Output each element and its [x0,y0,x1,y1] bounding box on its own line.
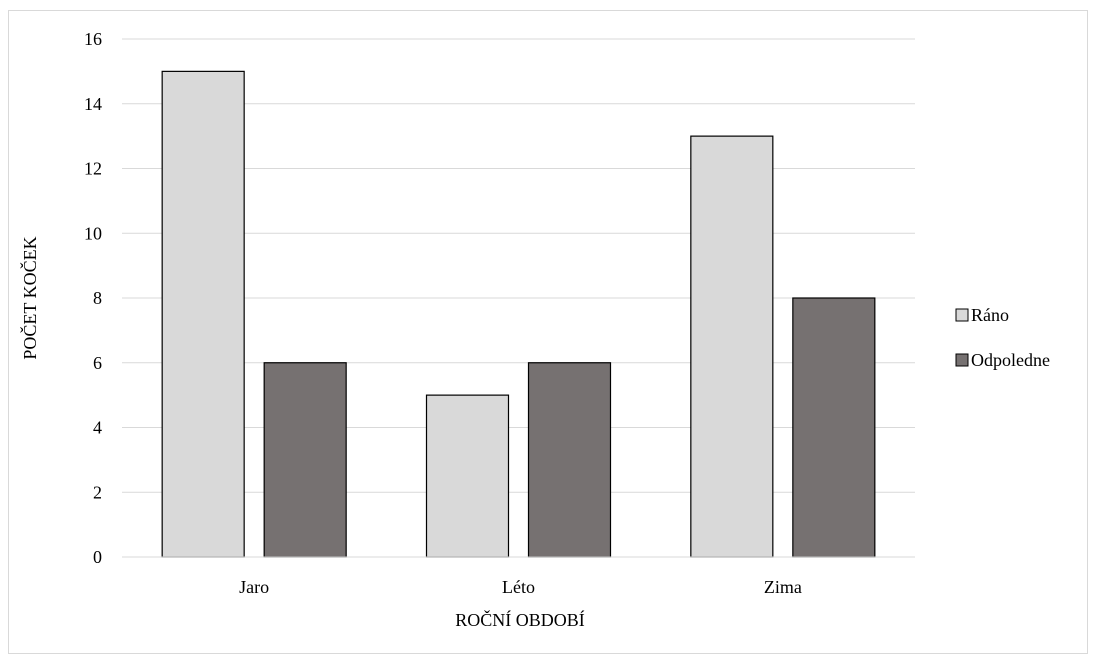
y-tick-label: 12 [84,159,102,179]
x-tick-label: Jaro [239,577,269,597]
y-tick-label: 2 [93,482,102,502]
y-tick-label: 10 [84,223,102,243]
legend: Ráno Odpoledne [956,305,1050,370]
x-axis-title: ROČNÍ OBDOBÍ [455,609,585,630]
y-tick-label: 0 [93,547,102,567]
bar-ráno-léto [427,395,509,557]
y-tick-label: 16 [84,29,102,49]
x-tick-labels: Jaro Léto Zima [239,577,802,597]
bar-odpoledne-léto [529,363,611,557]
legend-label: Odpoledne [971,350,1050,370]
bar-odpoledne-jaro [264,363,346,557]
y-tick-label: 6 [93,353,102,373]
bars [162,71,875,557]
bar-odpoledne-zima [793,298,875,557]
y-tick-labels: 0 2 4 6 8 10 12 14 16 [84,29,102,567]
y-tick-label: 4 [93,418,102,438]
x-tick-label: Léto [502,577,535,597]
x-tick-label: Zima [764,577,802,597]
legend-label: Ráno [971,305,1009,325]
y-axis-title: POČET KOČEK [19,236,40,359]
legend-swatch [956,354,968,366]
bar-ráno-zima [691,136,773,557]
legend-swatch [956,309,968,321]
y-tick-label: 8 [93,288,102,308]
y-tick-label: 14 [84,94,102,114]
bar-ráno-jaro [162,71,244,557]
